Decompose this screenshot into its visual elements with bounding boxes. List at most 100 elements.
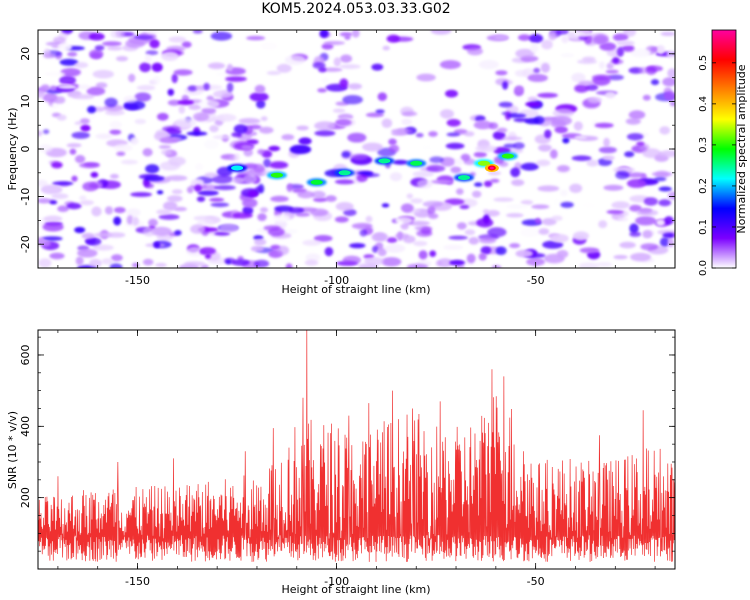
heatmap-cell	[181, 41, 192, 48]
heatmap-cell	[109, 129, 122, 135]
heatmap-cell	[109, 120, 122, 129]
heatmap-cell	[151, 62, 163, 72]
heatmap-cell	[334, 216, 349, 223]
heatmap-cell	[210, 202, 230, 208]
heatmap-cell	[392, 159, 409, 165]
heatmap-cell	[645, 66, 657, 75]
heatmap-cell	[377, 247, 387, 257]
heatmap-cell	[416, 230, 433, 237]
heatmap-cell	[537, 92, 558, 98]
heatmap-cell	[335, 202, 354, 211]
heatmap-cell	[511, 179, 525, 187]
heatmap-cell	[430, 179, 453, 184]
heatmap-cell	[538, 228, 550, 235]
heatmap-cell	[324, 247, 334, 257]
heatmap-cell	[102, 41, 122, 47]
heatmap-cell	[408, 220, 431, 226]
heatmap-cell	[273, 214, 291, 223]
heatmap-cell	[618, 216, 629, 222]
heatmap-cell	[142, 226, 156, 237]
heatmap-cell	[44, 71, 66, 77]
heatmap-cell	[43, 215, 63, 223]
heatmap-cell	[289, 144, 312, 155]
y-tick-label: -20	[19, 235, 32, 253]
heatmap-cell	[362, 142, 383, 152]
heatmap-cell	[473, 121, 494, 130]
heatmap-cell	[257, 213, 267, 222]
heatmap-cell	[225, 76, 247, 82]
heatmap-cell	[415, 133, 424, 138]
heatmap-cell	[144, 30, 159, 34]
heatmap-cell	[171, 73, 178, 84]
heatmap-cell	[249, 92, 269, 102]
heatmap-cell	[513, 142, 525, 150]
heatmap-cell	[375, 109, 385, 114]
heatmap-cell	[486, 210, 500, 217]
heatmap-cell	[510, 167, 521, 178]
heatmap-cell	[92, 244, 114, 251]
heatmap-cell	[365, 215, 373, 223]
heatmap-cell	[561, 35, 569, 44]
heatmap-cell	[276, 63, 292, 73]
heatmap-cell	[115, 30, 125, 38]
heatmap-cell	[581, 202, 596, 209]
heatmap-cell	[107, 46, 123, 51]
heatmap-cell	[507, 148, 524, 154]
heatmap-cell	[212, 135, 231, 140]
colorbar-frame	[711, 29, 737, 269]
heatmap-cell	[256, 99, 266, 109]
heatmap-cell	[488, 122, 499, 130]
heatmap-cell	[501, 136, 523, 141]
heatmap-cell	[602, 155, 615, 161]
heatmap-cell	[556, 250, 569, 258]
heatmap-cell	[59, 75, 76, 86]
heatmap-cell	[344, 34, 351, 40]
heatmap-cell	[662, 77, 675, 87]
heatmap-cell	[333, 57, 341, 67]
heatmap-cell	[286, 183, 293, 193]
x-tick-label: -150	[125, 575, 150, 588]
heatmap-cell	[105, 109, 125, 116]
heatmap-cell	[91, 206, 102, 217]
heatmap-cell	[284, 55, 306, 65]
heatmap-cell	[242, 198, 258, 208]
heatmap-cell	[571, 155, 592, 161]
heatmap-cell	[209, 197, 225, 202]
heatmap-cell	[109, 263, 123, 268]
heatmap-cell	[509, 243, 521, 249]
heatmap-cell	[574, 84, 589, 93]
heatmap-cell	[371, 63, 384, 71]
snr-x-axis-label: Height of straight line (km)	[281, 583, 430, 596]
heatmap-cell	[145, 183, 154, 189]
heatmap-cell	[198, 99, 220, 109]
heatmap-cell	[156, 209, 171, 215]
heatmap-cell	[445, 142, 465, 150]
heatmap-cell	[410, 198, 423, 204]
heatmap-cell	[167, 88, 175, 96]
heatmap-cell	[578, 80, 595, 86]
heatmap-cell	[332, 108, 346, 113]
heatmap-cell	[323, 41, 345, 45]
heatmap-cell	[455, 264, 465, 268]
heatmap-cell	[556, 30, 570, 35]
heatmap-cell	[340, 54, 353, 63]
heatmap-cell	[525, 101, 541, 107]
heatmap-cell	[319, 30, 329, 38]
heatmap-cell	[175, 118, 197, 128]
heatmap-cell	[560, 53, 575, 58]
heatmap-cell	[130, 137, 139, 145]
heatmap-cell	[168, 156, 186, 166]
heatmap-cell	[391, 131, 408, 136]
heatmap-cell	[548, 31, 557, 41]
heatmap-cell	[553, 197, 563, 207]
heatmap-cell	[66, 202, 82, 210]
heatmap-cell	[195, 163, 204, 171]
heatmap-cell	[194, 184, 202, 193]
heatmap-cell	[233, 124, 248, 134]
heatmap-cell	[518, 34, 531, 41]
heatmap-cell	[101, 258, 114, 265]
heatmap-cell	[288, 207, 305, 214]
heatmap-cell	[190, 178, 205, 187]
heatmap-cell	[116, 56, 128, 62]
heatmap-cell	[520, 200, 534, 205]
